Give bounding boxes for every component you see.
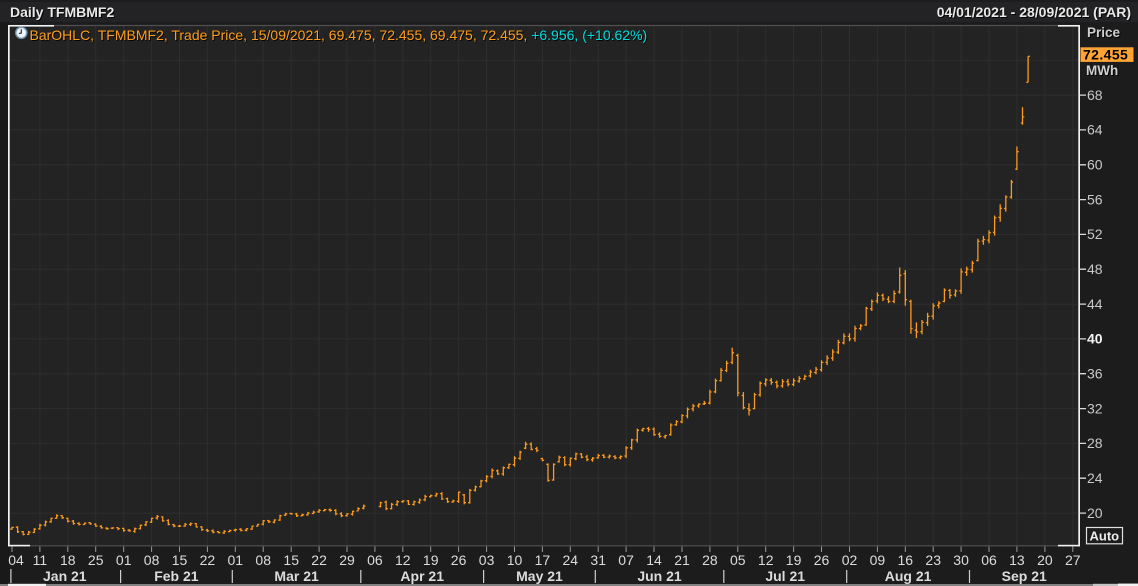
svg-text:07: 07 (618, 552, 634, 568)
svg-text:19: 19 (423, 552, 439, 568)
svg-text:24: 24 (563, 552, 579, 568)
svg-text:08: 08 (144, 552, 160, 568)
svg-text:May 21: May 21 (516, 568, 563, 584)
svg-text:22: 22 (311, 552, 327, 568)
svg-text:Jun 21: Jun 21 (637, 568, 682, 584)
svg-text:15: 15 (172, 552, 188, 568)
svg-text:03: 03 (479, 552, 495, 568)
svg-text:19: 19 (786, 552, 802, 568)
svg-text:64: 64 (1087, 122, 1103, 138)
svg-text:04/01/2021 - 28/09/2021 (PAR): 04/01/2021 - 28/09/2021 (PAR) (937, 4, 1131, 20)
svg-text:05: 05 (730, 552, 746, 568)
svg-text:22: 22 (200, 552, 216, 568)
svg-text:16: 16 (898, 552, 914, 568)
svg-text:52: 52 (1087, 226, 1103, 242)
svg-text:06: 06 (367, 552, 383, 568)
svg-text:MWh: MWh (1086, 63, 1118, 78)
svg-text:28: 28 (1087, 435, 1103, 451)
svg-text:08: 08 (255, 552, 271, 568)
svg-text:32: 32 (1087, 400, 1103, 416)
svg-text:72.455: 72.455 (1083, 47, 1128, 63)
svg-text:56: 56 (1087, 191, 1103, 207)
svg-text:BarOHLC, TFMBMF2, Trade Price,: BarOHLC, TFMBMF2, Trade Price, 15/09/202… (30, 27, 648, 43)
svg-text:26: 26 (451, 552, 467, 568)
svg-text:01: 01 (116, 552, 132, 568)
svg-text:Apr 21: Apr 21 (400, 568, 444, 584)
svg-text:Daily TFMBMF2: Daily TFMBMF2 (10, 4, 114, 20)
svg-text:24: 24 (1087, 470, 1103, 486)
svg-text:11: 11 (33, 552, 48, 568)
svg-text:21: 21 (674, 552, 690, 568)
svg-text:30: 30 (953, 552, 969, 568)
svg-text:02: 02 (842, 552, 858, 568)
svg-text:60: 60 (1087, 157, 1103, 173)
svg-text:23: 23 (925, 552, 941, 568)
svg-text:36: 36 (1087, 365, 1103, 381)
svg-text:06: 06 (981, 552, 997, 568)
svg-text:Jan 21: Jan 21 (43, 568, 87, 584)
svg-text:48: 48 (1087, 261, 1103, 277)
svg-text:Jul 21: Jul 21 (765, 568, 805, 584)
svg-text:Auto: Auto (1090, 529, 1120, 544)
svg-text:18: 18 (60, 552, 76, 568)
svg-text:09: 09 (870, 552, 886, 568)
svg-text:28: 28 (702, 552, 718, 568)
svg-text:Mar 21: Mar 21 (274, 568, 319, 584)
svg-text:31: 31 (590, 552, 606, 568)
svg-text:44: 44 (1087, 296, 1103, 312)
svg-text:20: 20 (1037, 552, 1053, 568)
svg-text:10: 10 (507, 552, 523, 568)
svg-text:15: 15 (283, 552, 299, 568)
svg-text:40: 40 (1087, 331, 1103, 347)
svg-text:12: 12 (758, 552, 774, 568)
svg-text:12: 12 (395, 552, 411, 568)
svg-text:20: 20 (1087, 505, 1103, 521)
svg-text:68: 68 (1087, 87, 1103, 103)
svg-text:Price: Price (1087, 25, 1121, 40)
svg-text:27: 27 (1065, 552, 1081, 568)
svg-text:25: 25 (88, 552, 104, 568)
svg-text:26: 26 (814, 552, 830, 568)
svg-text:Sep 21: Sep 21 (1002, 568, 1047, 584)
svg-text:Aug 21: Aug 21 (885, 568, 932, 584)
svg-text:04: 04 (8, 552, 24, 568)
svg-text:14: 14 (646, 552, 662, 568)
svg-text:01: 01 (228, 552, 244, 568)
svg-text:17: 17 (535, 552, 551, 568)
svg-text:29: 29 (339, 552, 355, 568)
svg-text:Feb 21: Feb 21 (154, 568, 199, 584)
svg-text:13: 13 (1009, 552, 1025, 568)
